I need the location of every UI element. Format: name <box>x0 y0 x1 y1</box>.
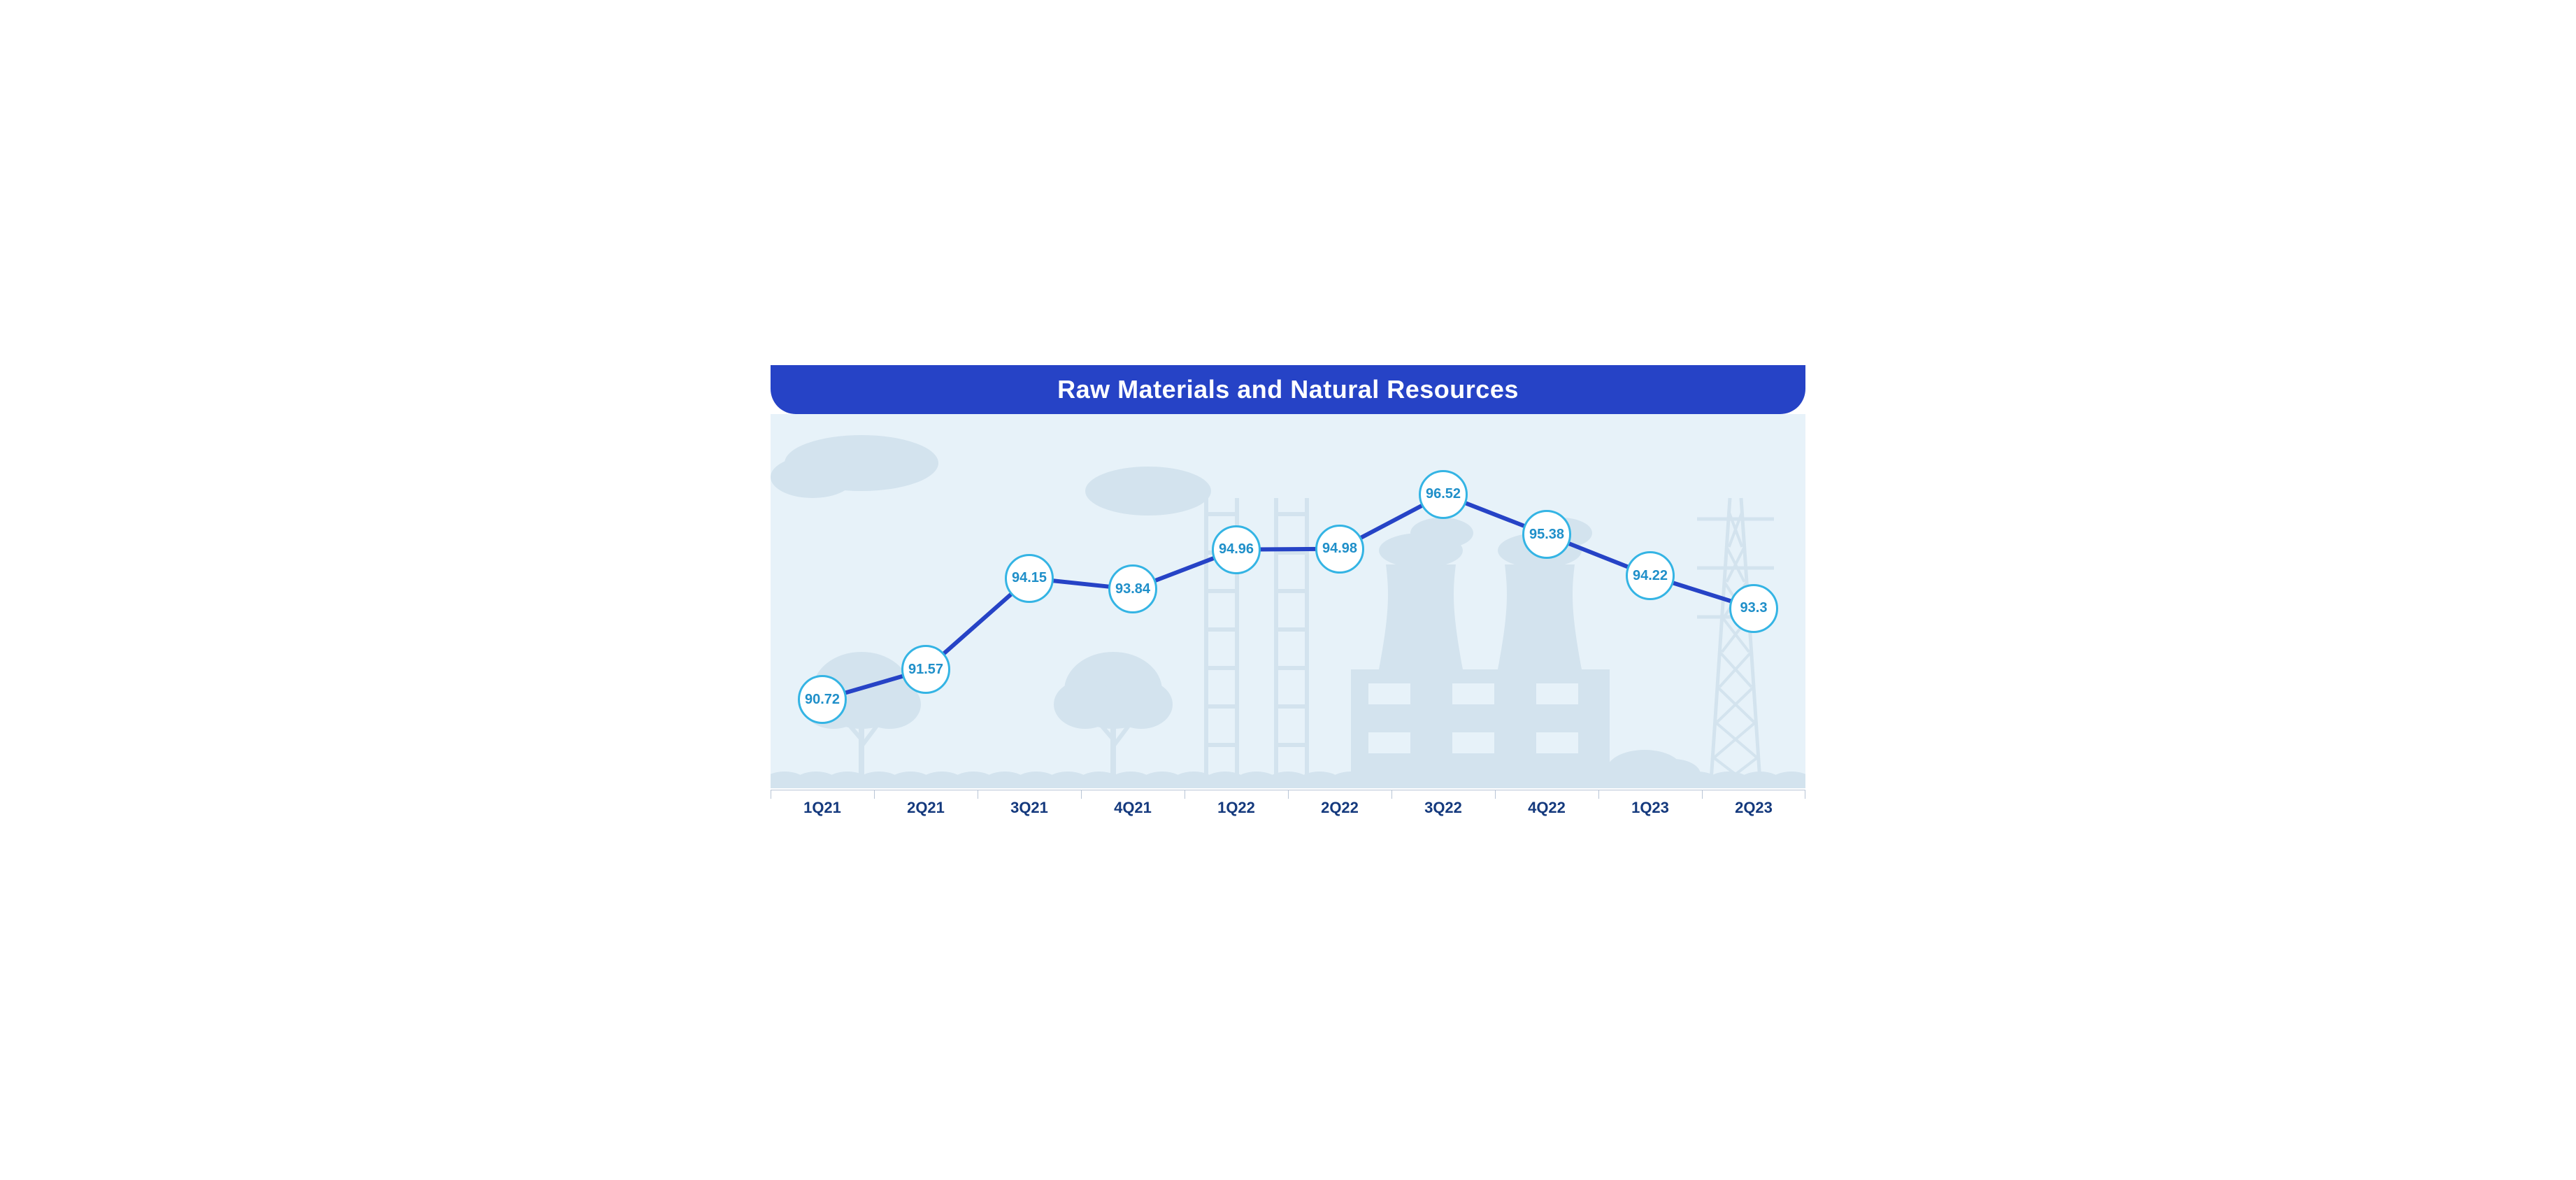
data-point: 96.52 <box>1419 470 1468 519</box>
x-axis-label: 1Q23 <box>1598 790 1702 825</box>
x-axis-label: 3Q21 <box>978 790 1081 825</box>
data-point: 94.22 <box>1626 551 1675 600</box>
plot-area: 90.72 91.57 94.15 93.84 94.96 94.98 96.52 95.38… <box>771 414 1805 788</box>
chart-container: Raw Materials and Natural Resources 90.7… <box>764 350 1812 830</box>
data-point: 94.96 <box>1212 525 1261 574</box>
data-point: 93.3 <box>1729 584 1778 633</box>
x-axis-label: 4Q22 <box>1495 790 1598 825</box>
x-axis-label: 2Q21 <box>874 790 978 825</box>
chart-title-bar: Raw Materials and Natural Resources <box>771 365 1805 414</box>
data-point: 95.38 <box>1522 510 1571 559</box>
x-axis-label: 1Q21 <box>771 790 874 825</box>
chart-title: Raw Materials and Natural Resources <box>1057 375 1519 404</box>
x-axis-label: 2Q22 <box>1288 790 1391 825</box>
x-axis-label: 4Q21 <box>1081 790 1185 825</box>
data-point: 94.15 <box>1005 554 1054 603</box>
x-axis-label: 1Q22 <box>1185 790 1288 825</box>
data-point: 90.72 <box>798 675 847 724</box>
x-axis: 1Q212Q213Q214Q211Q222Q223Q224Q221Q232Q23 <box>771 790 1805 825</box>
x-axis-label: 2Q23 <box>1702 790 1805 825</box>
data-point: 94.98 <box>1315 525 1364 574</box>
line-layer <box>771 414 1805 788</box>
x-axis-label: 3Q22 <box>1391 790 1495 825</box>
data-point: 93.84 <box>1108 564 1157 613</box>
data-point: 91.57 <box>901 645 950 694</box>
